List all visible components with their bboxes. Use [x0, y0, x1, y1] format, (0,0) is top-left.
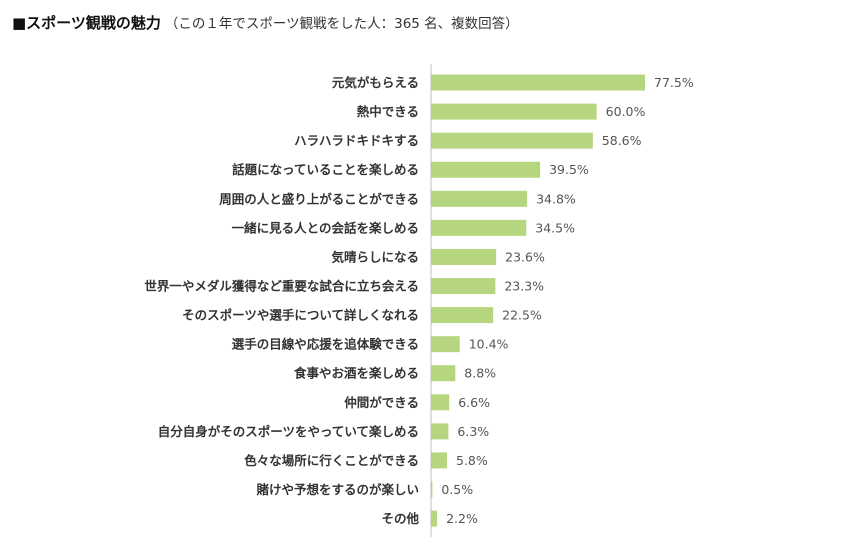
value-label: 39.5%: [549, 162, 589, 177]
value-labels: 77.5% 60.0% 58.6% 39.5% 34.8% 34.5% 23.6% 23.3%…: [441, 75, 693, 526]
bar: [431, 307, 494, 324]
value-label: 10.4%: [469, 337, 509, 352]
category-label: 色々な場所に行くことができる: [244, 453, 419, 468]
value-label: 6.3%: [457, 424, 489, 439]
category-label: 周囲の人と盛り上がることができる: [219, 191, 419, 206]
value-label: 23.3%: [504, 279, 544, 294]
value-label: 60.0%: [606, 104, 646, 119]
category-label: 自分自身がそのスポーツをやっていて楽しめる: [158, 424, 419, 439]
category-label: 仲間ができる: [344, 395, 419, 410]
category-label: 賭けや予想をするのが楽しい: [255, 482, 419, 497]
value-label: 5.8%: [456, 453, 488, 468]
value-label: 58.6%: [602, 133, 642, 148]
bar: [431, 74, 645, 91]
value-label: 2.2%: [446, 511, 478, 526]
bar: [431, 510, 438, 527]
category-label: ハラハラドキドキする: [294, 133, 419, 148]
bar: [431, 365, 456, 382]
value-label: 8.8%: [464, 366, 496, 381]
bar: [431, 190, 528, 207]
category-label: 世界一やメダル獲得など重要な試合に立ち会える: [144, 279, 419, 294]
bar: [431, 394, 450, 411]
bar: [431, 103, 597, 120]
bar: [431, 336, 460, 353]
bar: [431, 278, 496, 295]
category-label: そのスポーツや選手について詳しくなれる: [182, 308, 419, 323]
value-label: 77.5%: [654, 75, 694, 90]
value-label: 34.8%: [536, 191, 576, 206]
value-label: 0.5%: [441, 482, 473, 497]
value-label: 6.6%: [458, 395, 490, 410]
value-label: 23.6%: [505, 249, 545, 264]
bar: [431, 161, 541, 178]
category-label: 熱中できる: [357, 104, 419, 119]
bar: [431, 423, 449, 440]
chart-title: ■スポーツ観戦の魅力: [12, 14, 161, 32]
bars: [431, 74, 645, 527]
category-label: その他: [381, 511, 419, 526]
category-label: 一緒に見る人との会話を楽しめる: [232, 220, 419, 235]
value-label: 34.5%: [535, 220, 575, 235]
category-label: 元気がもらえる: [332, 75, 419, 90]
category-labels: 元気がもらえる熱中できるハラハラドキドキする話題になっていることを楽しめる周囲の…: [144, 75, 419, 526]
category-label: 食事やお酒を楽しめる: [293, 366, 419, 381]
bar: [431, 452, 448, 469]
chart-title-row: ■スポーツ観戦の魅力 （この１年でスポーツ観戦をした人：365 名、複数回答）: [12, 12, 519, 33]
bar: [431, 219, 527, 236]
bar: [431, 248, 497, 265]
category-label: 話題になっていることを楽しめる: [232, 162, 419, 177]
value-label: 22.5%: [502, 308, 542, 323]
category-label: 気晴らしになる: [331, 249, 419, 264]
chart-subtitle: （この１年でスポーツ観戦をした人：365 名、複数回答）: [164, 16, 519, 32]
bar: [431, 481, 433, 498]
category-label: 選手の目線や応援を追体験できる: [232, 337, 419, 352]
bar: [431, 132, 593, 149]
